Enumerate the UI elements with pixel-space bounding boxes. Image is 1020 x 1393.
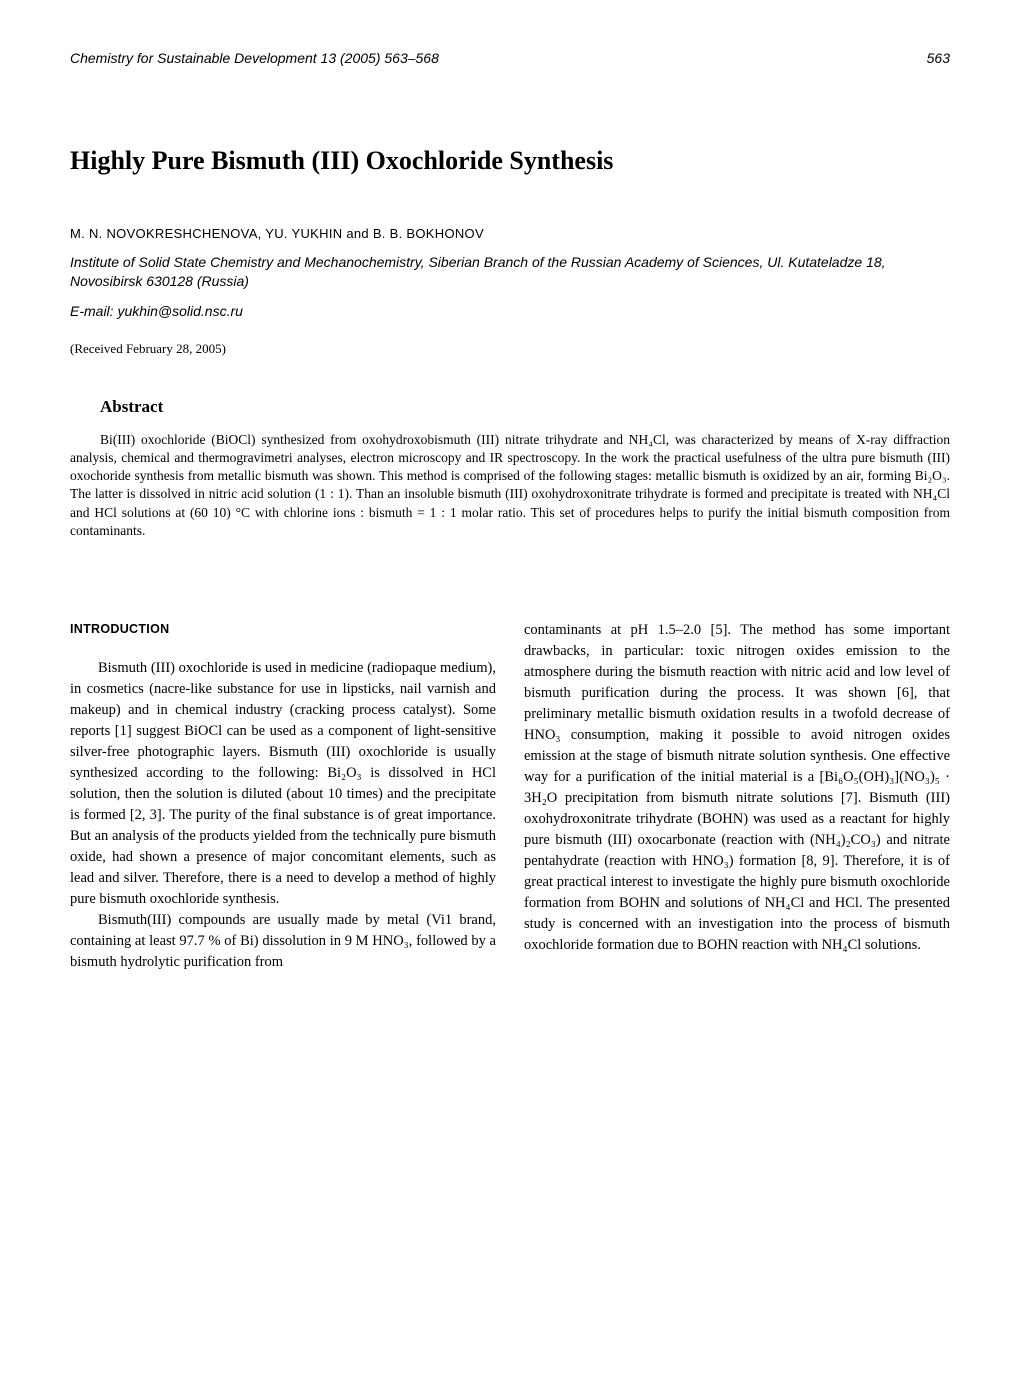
article-title: Highly Pure Bismuth (III) Oxochloride Sy… xyxy=(70,146,950,176)
introduction-heading: INTRODUCTION xyxy=(70,620,496,638)
abstract-heading: Abstract xyxy=(100,397,950,417)
authors: M. N. NOVOKRESHCHENOVA, YU. YUKHIN and B… xyxy=(70,226,950,241)
intro-paragraph-3: contaminants at pH 1.5–2.0 [5]. The meth… xyxy=(524,620,950,956)
received-date: (Received February 28, 2005) xyxy=(70,341,950,357)
left-column: INTRODUCTION Bismuth (III) oxochloride i… xyxy=(70,620,496,973)
running-header: Chemistry for Sustainable Development 13… xyxy=(70,50,950,66)
journal-reference: Chemistry for Sustainable Development 13… xyxy=(70,50,439,66)
page-number: 563 xyxy=(927,50,950,66)
page: Chemistry for Sustainable Development 13… xyxy=(0,0,1020,1033)
intro-paragraph-1: Bismuth (III) oxochloride is used in med… xyxy=(70,658,496,910)
email: E-mail: yukhin@solid.nsc.ru xyxy=(70,303,950,319)
body-columns: INTRODUCTION Bismuth (III) oxochloride i… xyxy=(70,620,950,973)
intro-paragraph-2: Bismuth(III) compounds are usually made … xyxy=(70,910,496,973)
right-column: contaminants at pH 1.5–2.0 [5]. The meth… xyxy=(524,620,950,973)
abstract-body: Bi(III) oxochloride (BiOCl) synthesized … xyxy=(70,431,950,540)
affiliation: Institute of Solid State Chemistry and M… xyxy=(70,253,950,291)
